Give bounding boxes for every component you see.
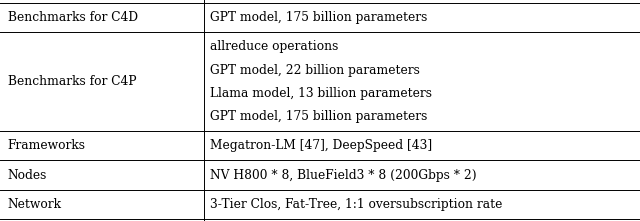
Text: Network: Network: [8, 198, 61, 211]
Text: Benchmarks for C4D: Benchmarks for C4D: [8, 11, 138, 24]
Text: Frameworks: Frameworks: [8, 139, 86, 152]
Text: Megatron-LM [47], DeepSpeed [43]: Megatron-LM [47], DeepSpeed [43]: [210, 139, 432, 152]
Text: GPT model, 175 billion parameters: GPT model, 175 billion parameters: [210, 110, 428, 123]
Text: Llama model, 13 billion parameters: Llama model, 13 billion parameters: [210, 87, 432, 100]
Text: 3-Tier Clos, Fat-Tree, 1:1 oversubscription rate: 3-Tier Clos, Fat-Tree, 1:1 oversubscript…: [210, 198, 502, 211]
Text: GPT model, 175 billion parameters: GPT model, 175 billion parameters: [210, 11, 428, 24]
Text: Nodes: Nodes: [8, 169, 47, 182]
Text: allreduce operations: allreduce operations: [210, 40, 339, 53]
Text: NV H800 * 8, BlueField3 * 8 (200Gbps * 2): NV H800 * 8, BlueField3 * 8 (200Gbps * 2…: [210, 169, 477, 182]
Text: Benchmarks for C4P: Benchmarks for C4P: [8, 75, 136, 88]
Text: GPT model, 22 billion parameters: GPT model, 22 billion parameters: [210, 64, 420, 77]
